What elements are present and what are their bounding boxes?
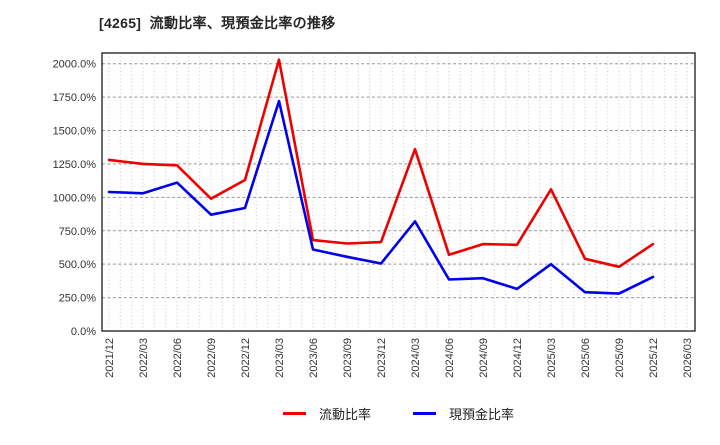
y-tick-label: 1750.0% (53, 92, 97, 104)
x-tick-label: 2024/03 (410, 338, 422, 378)
horizontal-gridlines (102, 63, 695, 299)
x-tick-label: 2022/09 (206, 338, 218, 378)
y-tick-label: 1250.0% (53, 159, 97, 171)
x-tick-label: 2025/03 (546, 338, 558, 378)
x-tick-label: 2023/03 (274, 338, 286, 378)
x-tick-label: 2025/09 (614, 338, 626, 378)
y-tick-label: 0.0% (71, 326, 96, 338)
legend-swatch-current-ratio (282, 411, 306, 415)
series-line-current-ratio (107, 58, 655, 269)
x-axis-labels: 2021/12 2022/03 2022/06 2022/09 2022/12 2023/… (104, 338, 694, 378)
x-tick-label: 2023/06 (308, 338, 320, 378)
y-tick-label: 1000.0% (53, 192, 97, 204)
legend-item-cash-deposit-ratio: 現預金比率 (413, 404, 514, 423)
x-tick-label: 2021/12 (104, 338, 116, 378)
x-tick-label: 2023/09 (342, 338, 354, 378)
x-tick-label: 2022/06 (172, 338, 184, 378)
legend: 流動比率 現預金比率 (102, 400, 695, 426)
y-axis-labels: 0.0% 250.0% 500.0% 750.0% 1000.0% 1250.0% 1500… (53, 59, 97, 338)
legend-label-cash-deposit-ratio: 現預金比率 (449, 406, 515, 422)
x-tick-label: 2024/12 (512, 338, 524, 378)
x-tick-label: 2024/06 (444, 338, 456, 378)
series-line-cash-deposit-ratio (107, 99, 655, 295)
y-tick-label: 500.0% (59, 259, 97, 271)
x-tick-label: 2024/09 (478, 338, 490, 378)
y-tick-label: 1500.0% (53, 126, 97, 138)
x-tick-label: 2023/12 (376, 338, 388, 378)
legend-label-current-ratio: 流動比率 (318, 406, 371, 422)
legend-swatch-cash-deposit-ratio (413, 411, 436, 415)
chart-title: [4265] 流動比率、現預金比率の推移 (99, 15, 336, 31)
x-tick-label: 2025/06 (580, 338, 592, 378)
y-tick-label: 250.0% (59, 293, 97, 305)
x-tick-label: 2022/12 (240, 338, 252, 378)
x-tick-label: 2026/03 (682, 338, 694, 378)
legend-item-current-ratio: 流動比率 (282, 404, 371, 423)
y-tick-label: 750.0% (59, 226, 97, 238)
y-tick-label: 2000.0% (53, 59, 97, 71)
plot-frame (101, 52, 696, 332)
x-tick-label: 2022/03 (138, 338, 150, 378)
x-tick-label: 2025/12 (648, 338, 660, 378)
